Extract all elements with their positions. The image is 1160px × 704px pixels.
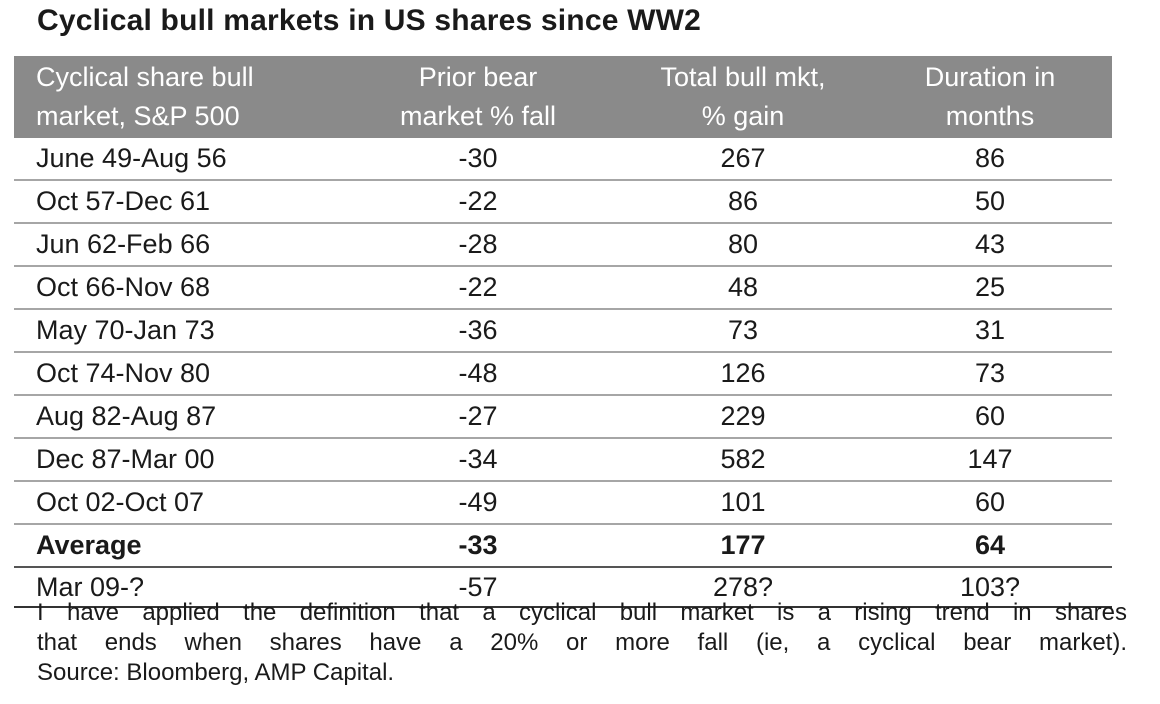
header-text: Duration in <box>924 62 1056 92</box>
table-cell: 177 <box>618 524 868 568</box>
table-cell: 80 <box>618 223 868 267</box>
header-cell-prior-bear: Prior bear market % fall <box>338 56 618 138</box>
table-cell: -57 <box>338 567 618 608</box>
table-cell: 31 <box>868 309 1112 353</box>
table-cell: 103? <box>868 567 1112 608</box>
table-cell: 582 <box>618 438 868 482</box>
table-row: June 49-Aug 56 -30 267 86 <box>14 138 1112 181</box>
table-row: Oct 74-Nov 80 -48 126 73 <box>14 352 1112 396</box>
table-cell: 229 <box>618 395 868 439</box>
header-text: % gain <box>701 101 785 131</box>
table-cell: Dec 87-Mar 00 <box>14 438 338 482</box>
table-cell: -34 <box>338 438 618 482</box>
table-cell: 147 <box>868 438 1112 482</box>
header-text: market % fall <box>399 101 557 131</box>
table-cell: 50 <box>868 180 1112 224</box>
table-cell: 43 <box>868 223 1112 267</box>
table-cell: 73 <box>618 309 868 353</box>
table-cell: -22 <box>338 180 618 224</box>
table-row: Dec 87-Mar 00 -34 582 147 <box>14 438 1112 482</box>
header-text: Total bull mkt, <box>660 62 826 92</box>
table-cell: 86 <box>618 180 868 224</box>
table-cell: June 49-Aug 56 <box>14 138 338 181</box>
table-row: Oct 02-Oct 07 -49 101 60 <box>14 481 1112 525</box>
header-cell-total-gain: Total bull mkt, % gain <box>618 56 868 138</box>
table-cell: Oct 74-Nov 80 <box>14 352 338 396</box>
table-cell: 48 <box>618 266 868 310</box>
table-cell: 25 <box>868 266 1112 310</box>
header-text: Prior bear <box>418 62 538 92</box>
table-cell: -36 <box>338 309 618 353</box>
table-row: Aug 82-Aug 87 -27 229 60 <box>14 395 1112 439</box>
table-cell: -49 <box>338 481 618 525</box>
table-cell: Aug 82-Aug 87 <box>14 395 338 439</box>
table-cell: 101 <box>618 481 868 525</box>
source-note: Source: Bloomberg, AMP Capital. <box>37 659 395 686</box>
footnote: I have applied the definition that a cyc… <box>37 598 1127 688</box>
table-cell: 64 <box>868 524 1112 568</box>
footnote-line: I have applied the definition that a cyc… <box>37 599 1127 626</box>
table-cell: Jun 62-Feb 66 <box>14 223 338 267</box>
average-row: Average -33 177 64 <box>14 524 1112 568</box>
table-row: Oct 66-Nov 68 -22 48 25 <box>14 266 1112 310</box>
table-cell: 278? <box>618 567 868 608</box>
current-row: Mar 09-? -57 278? 103? <box>14 567 1112 608</box>
table-cell: -22 <box>338 266 618 310</box>
footnote-line: that ends when shares have a 20% or more… <box>37 629 1127 656</box>
table-cell: -27 <box>338 395 618 439</box>
table-cell: Oct 57-Dec 61 <box>14 180 338 224</box>
table-cell: 86 <box>868 138 1112 181</box>
table-cell: -28 <box>338 223 618 267</box>
header-text: market, S&P 500 <box>36 101 240 131</box>
header-text: Cyclical share bull <box>36 62 254 92</box>
table-cell: 60 <box>868 481 1112 525</box>
table-cell: 60 <box>868 395 1112 439</box>
table-cell: -33 <box>338 524 618 568</box>
table-cell: Oct 02-Oct 07 <box>14 481 338 525</box>
table-row: May 70-Jan 73 -36 73 31 <box>14 309 1112 353</box>
table-body: June 49-Aug 56 -30 267 86 Oct 57-Dec 61 … <box>14 138 1112 608</box>
table-cell: Average <box>14 524 338 568</box>
page-title: Cyclical bull markets in US shares since… <box>37 4 702 37</box>
table-row: Oct 57-Dec 61 -22 86 50 <box>14 180 1112 224</box>
table-cell: Oct 66-Nov 68 <box>14 266 338 310</box>
table-cell: -48 <box>338 352 618 396</box>
table-header: Cyclical share bull market, S&P 500 Prio… <box>14 56 1112 138</box>
header-text: months <box>945 101 1035 131</box>
table-cell: May 70-Jan 73 <box>14 309 338 353</box>
table-cell: 73 <box>868 352 1112 396</box>
table-row: Jun 62-Feb 66 -28 80 43 <box>14 223 1112 267</box>
header-cell-period: Cyclical share bull market, S&P 500 <box>14 56 338 138</box>
table-cell: Mar 09-? <box>14 567 338 608</box>
table-cell: -30 <box>338 138 618 181</box>
table-cell: 267 <box>618 138 868 181</box>
table-cell: 126 <box>618 352 868 396</box>
header-cell-duration: Duration in months <box>868 56 1112 138</box>
bull-markets-table: Cyclical share bull market, S&P 500 Prio… <box>14 56 1112 608</box>
